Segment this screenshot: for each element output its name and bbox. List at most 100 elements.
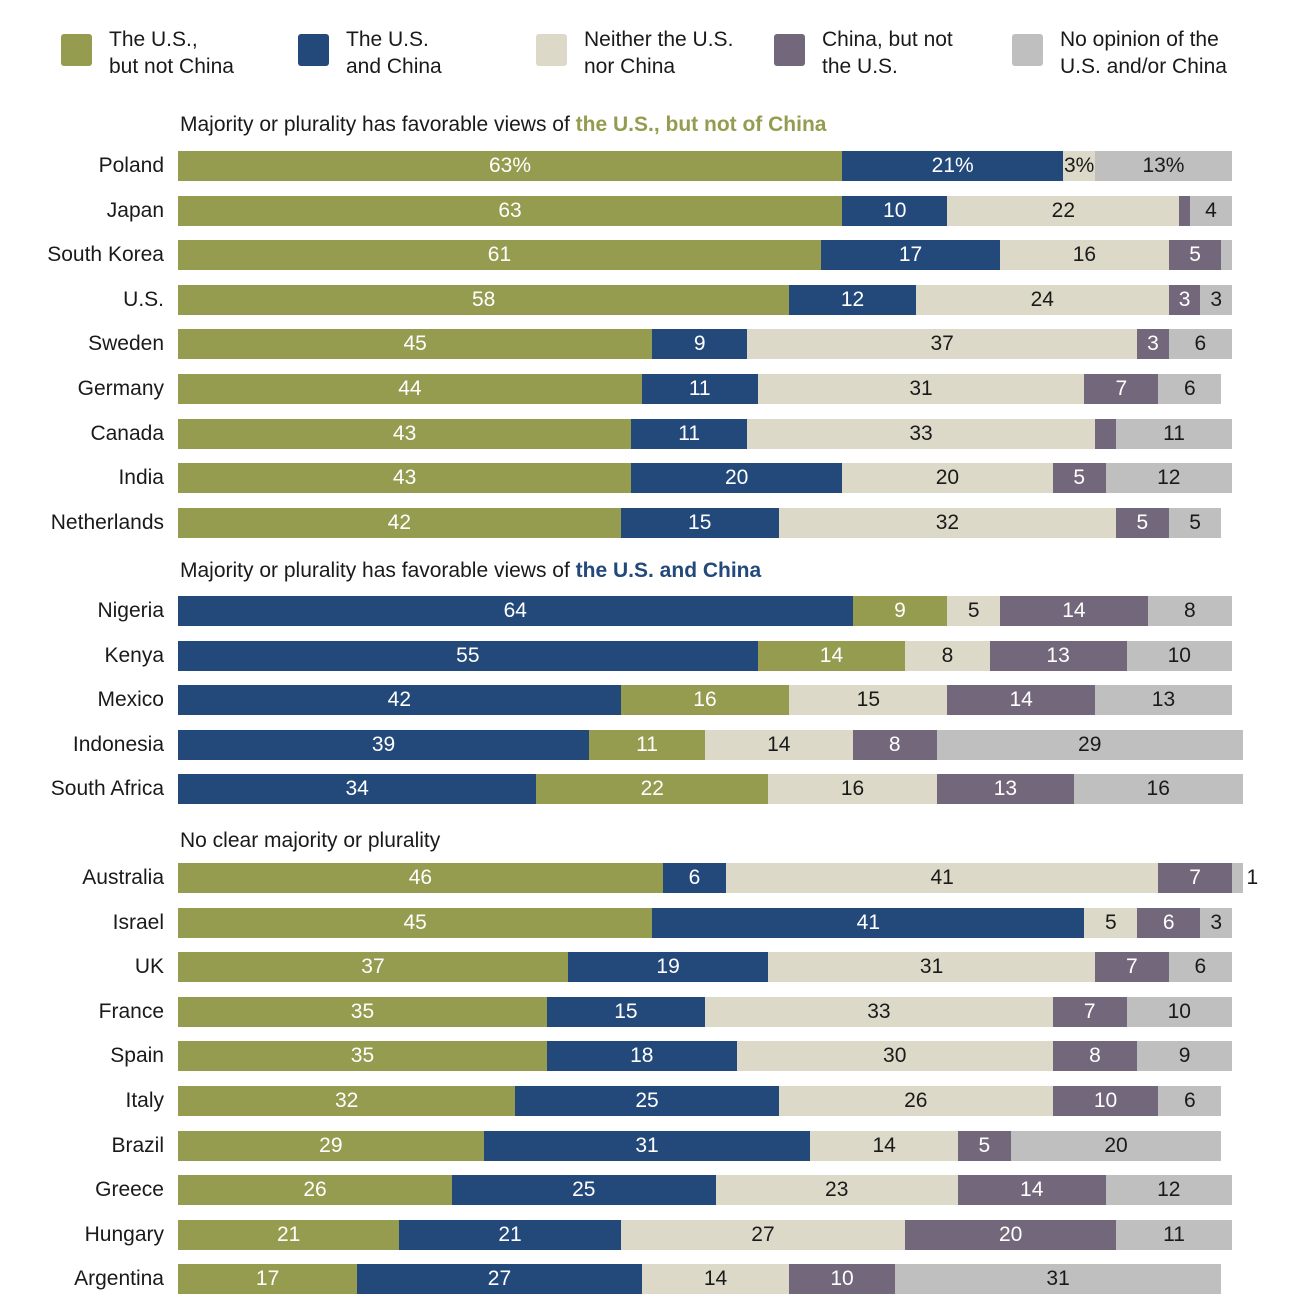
section-title: No clear majority or plurality xyxy=(180,829,440,853)
data-label: 5 xyxy=(1189,510,1201,534)
bar-segment-no-opinion: 12 xyxy=(1105,463,1232,494)
bar-segment-us-not-china: 45 xyxy=(178,329,653,360)
data-label: 6 xyxy=(1183,1089,1196,1112)
country-label: Hungary xyxy=(84,1222,164,1246)
bar-segment-us-and-china: 41 xyxy=(652,907,1085,938)
bar-segment-us-not-china: 32 xyxy=(178,1086,516,1116)
bar-segment-us-and-china: 21 xyxy=(399,1219,621,1250)
data-label: 14 xyxy=(872,1133,896,1157)
bar-segment-china-not-us: 20 xyxy=(905,1219,1117,1250)
data-label: 37 xyxy=(930,332,954,356)
data-label: 10 xyxy=(830,1267,854,1291)
data-label: 14 xyxy=(767,732,791,756)
data-label: 7 xyxy=(1189,866,1201,889)
bar-segment-no-opinion: 4 xyxy=(1189,195,1232,226)
country-label: Greece xyxy=(95,1178,164,1202)
data-label: 6 xyxy=(1162,910,1175,934)
bar-segment-us-and-china: 31 xyxy=(483,1130,811,1161)
data-label: 32 xyxy=(334,1089,359,1112)
bar-segment-china-not-us: 14 xyxy=(1000,596,1148,626)
bar-segment-no-opinion: 20 xyxy=(1010,1130,1222,1161)
country-label: Australia xyxy=(82,866,164,889)
bar-segment-us-and-china: 21% xyxy=(842,151,1064,181)
legend-label: Neither the U.S. nor China xyxy=(584,28,734,78)
bar-segment-neither: 15 xyxy=(789,685,948,716)
bar-segment-no-opinion: 12 xyxy=(1105,1175,1232,1206)
bar-segment-us-not-china: 26 xyxy=(178,1175,453,1206)
bar-segment-no-opinion: 29 xyxy=(936,729,1243,760)
bar-segment-us-not-china: 63% xyxy=(178,151,843,181)
data-label: 19 xyxy=(656,955,680,979)
bar-segment-neither: 5 xyxy=(1084,907,1138,938)
data-label: 34 xyxy=(345,777,369,801)
legend-item-no-opinion: No opinion of the U.S. and/or China xyxy=(1012,26,1227,80)
data-label: 11 xyxy=(688,377,711,400)
bar-segment-china-not-us: 7 xyxy=(1084,374,1159,404)
bar-segment-us-and-china: 9 xyxy=(652,329,748,360)
bar-segment-china-not-us: 13 xyxy=(936,774,1074,805)
country-label: Israel xyxy=(112,910,164,934)
section-title: Majority or plurality has favorable view… xyxy=(180,559,761,583)
country-label: Indonesia xyxy=(72,732,164,756)
country-label: France xyxy=(98,999,164,1023)
bar-segment-us-and-china: 15 xyxy=(620,507,779,538)
data-label: 8 xyxy=(888,732,901,756)
data-label: 5 xyxy=(967,599,980,622)
bar-segment-us-and-china: 25 xyxy=(515,1086,779,1116)
data-label: 3 xyxy=(1147,332,1159,356)
country-label: Canada xyxy=(90,421,164,445)
bar-segment-us-and-china: 6 xyxy=(662,863,727,893)
bar-segment-neither: 26 xyxy=(778,1086,1053,1116)
bar-segment-us-and-china: 27 xyxy=(357,1264,642,1295)
data-label: 20 xyxy=(724,466,749,490)
country-label: Kenya xyxy=(104,643,164,667)
data-label: 64 xyxy=(503,599,527,622)
data-label: 5 xyxy=(1073,466,1085,490)
bar-segment-us-and-china: 18 xyxy=(546,1041,737,1072)
bar-segment-china-not-us: 5 xyxy=(1168,240,1222,271)
legend-item-neither: Neither the U.S. nor China xyxy=(536,26,733,80)
data-label: 27 xyxy=(487,1267,512,1291)
data-label: 16 xyxy=(1146,777,1170,801)
legend-item-us-and-china: The U.S. and China xyxy=(298,26,442,80)
data-label: 20 xyxy=(998,1222,1023,1246)
bar-segment-us-not-china: 17 xyxy=(178,1264,358,1295)
data-label: 18 xyxy=(630,1044,654,1068)
country-label: U.S. xyxy=(123,287,164,311)
data-label: 7 xyxy=(1126,955,1138,979)
data-label: 25 xyxy=(635,1089,659,1112)
country-label: Nigeria xyxy=(97,599,164,622)
data-label: 55 xyxy=(456,643,480,667)
data-label: 25 xyxy=(572,1178,596,1202)
data-label: 41 xyxy=(930,866,954,889)
bar-segment-neither: 32 xyxy=(778,507,1117,538)
country-label: Germany xyxy=(77,377,164,400)
data-label: 31 xyxy=(635,1133,659,1157)
bar-segment-no-opinion: 13 xyxy=(1094,685,1232,716)
data-label: 14 xyxy=(1020,1178,1044,1202)
data-label: 15 xyxy=(688,510,712,534)
data-label: 35 xyxy=(350,1044,375,1068)
bar-segment-us-and-china: 55 xyxy=(178,640,758,671)
data-label: 33 xyxy=(909,421,933,445)
bar-segment-us-and-china: 64 xyxy=(178,596,853,626)
bar-segment-no-opinion xyxy=(1232,863,1243,893)
data-label: 13 xyxy=(1151,688,1176,712)
section-title-text: Majority or plurality has favorable view… xyxy=(180,559,576,582)
data-label: 31 xyxy=(909,377,933,400)
data-label: 13 xyxy=(1046,643,1070,667)
bar-segment-us-and-china: 10 xyxy=(842,195,948,226)
data-label: 11 xyxy=(678,421,701,445)
data-label: 14 xyxy=(819,643,844,667)
data-label: 61 xyxy=(487,243,512,267)
data-label: 37 xyxy=(361,955,385,979)
bar-segment-us-and-china: 12 xyxy=(789,284,916,315)
bar-segment-no-opinion: 10 xyxy=(1126,996,1232,1027)
bar-segment-china-not-us: 5 xyxy=(1052,463,1106,494)
bar-segment-us-not-china: 45 xyxy=(178,907,653,938)
data-label: 30 xyxy=(883,1044,907,1068)
bar-segment-no-opinion: 6 xyxy=(1168,329,1232,360)
bar-segment-china-not-us xyxy=(1094,418,1117,449)
data-label: 5 xyxy=(978,1133,991,1157)
bar-segment-china-not-us: 10 xyxy=(789,1264,895,1295)
